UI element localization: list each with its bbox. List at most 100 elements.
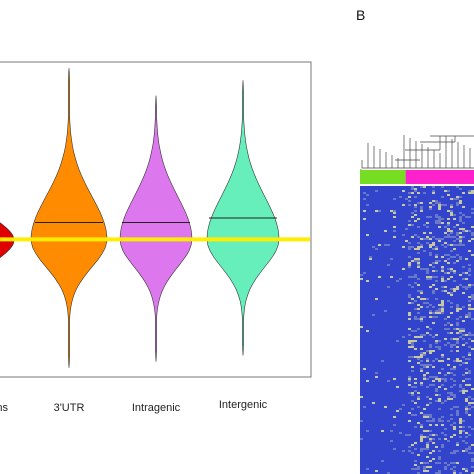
heatmap-cell <box>429 460 432 462</box>
heatmap-cell <box>456 288 459 290</box>
heatmap-cell <box>408 412 411 414</box>
heatmap-cell <box>468 396 471 398</box>
heatmap-cell <box>429 440 432 442</box>
heatmap-cell <box>414 318 417 320</box>
heatmap-cell <box>393 226 396 228</box>
heatmap-cell <box>363 218 366 220</box>
heatmap-cell <box>429 276 432 278</box>
heatmap-cell <box>453 290 456 292</box>
heatmap-cell <box>459 202 462 204</box>
heatmap-cell <box>429 430 432 432</box>
heatmap-cell <box>459 308 462 310</box>
heatmap-cell <box>432 292 435 294</box>
heatmap-cell <box>399 408 402 410</box>
heatmap-cell <box>411 236 414 238</box>
heatmap-cell <box>447 258 450 260</box>
heatmap-cell <box>423 416 426 418</box>
heatmap-cell <box>429 328 432 330</box>
heatmap-cell <box>408 224 411 226</box>
heatmap-cell <box>462 272 465 274</box>
heatmap-cell <box>456 442 459 444</box>
heatmap-cell <box>417 258 420 260</box>
heatmap-cell <box>435 394 438 396</box>
heatmap-cell <box>435 388 438 390</box>
heatmap-cell <box>435 316 438 318</box>
heatmap-cell <box>360 278 363 280</box>
heatmap-cell <box>438 260 441 262</box>
heatmap-cell <box>408 312 411 314</box>
heatmap-cell <box>417 202 420 204</box>
heatmap-cell <box>438 450 441 452</box>
heatmap-cell <box>444 438 447 440</box>
heatmap-cell <box>438 458 441 460</box>
heatmap-cell <box>423 352 426 354</box>
heatmap-cell <box>441 278 444 280</box>
heatmap-cell <box>441 300 444 302</box>
heatmap-cell <box>465 432 468 434</box>
heatmap-cell <box>450 468 453 470</box>
heatmap-cell <box>393 424 396 426</box>
violin-panel: ...ns 3'UTR Intragenic Intergenic <box>0 61 312 414</box>
heatmap-cell <box>462 450 465 452</box>
heatmap-cell <box>441 356 444 358</box>
heatmap-cell <box>468 338 471 340</box>
heatmap-cell <box>429 216 432 218</box>
heatmap-cell <box>468 426 471 428</box>
heatmap-cell <box>420 382 423 384</box>
heatmap-cell <box>360 396 363 398</box>
heatmap-cell <box>435 298 438 300</box>
heatmap-cell <box>459 316 462 318</box>
heatmap-cell <box>450 204 453 206</box>
heatmap-cell <box>426 420 429 422</box>
heatmap-cell <box>459 386 462 388</box>
heatmap-cell <box>411 366 414 368</box>
heatmap-cell <box>411 414 414 416</box>
heatmap-cell <box>465 368 468 370</box>
heatmap-cell <box>441 354 444 356</box>
heatmap-cell <box>408 356 411 358</box>
heatmap-cell <box>420 210 423 212</box>
heatmap-cell <box>465 398 468 400</box>
heatmap-cell <box>408 276 411 278</box>
heatmap-cell <box>408 392 411 394</box>
heatmap-cell <box>384 406 387 408</box>
heatmap-cell <box>465 436 468 438</box>
heatmap-cell <box>420 368 423 370</box>
heatmap-cell <box>438 438 441 440</box>
heatmap-cell <box>450 206 453 208</box>
heatmap-cell <box>381 430 384 432</box>
heatmap-cell <box>465 468 468 470</box>
heatmap-cell <box>462 266 465 268</box>
heatmap-cell <box>426 302 429 304</box>
heatmap-cell <box>444 400 447 402</box>
heatmap-cell <box>441 268 444 270</box>
heatmap-cell <box>468 268 471 270</box>
heatmap-cell <box>426 466 429 468</box>
heatmap-cell <box>456 234 459 236</box>
heatmap-cell <box>420 246 423 248</box>
heatmap-cell <box>453 280 456 282</box>
panel-b-label: B <box>356 7 365 23</box>
heatmap-cell <box>471 284 474 286</box>
heatmap-cell <box>414 220 417 222</box>
heatmap-cell <box>444 318 447 320</box>
heatmap-cell <box>465 450 468 452</box>
heatmap-cell <box>414 330 417 332</box>
heatmap-cell <box>462 306 465 308</box>
heatmap-cell <box>411 260 414 262</box>
heatmap-cell <box>471 190 474 192</box>
heatmap-cell <box>453 434 456 436</box>
heatmap-cell <box>408 434 411 436</box>
heatmap-cell <box>444 280 447 282</box>
heatmap-cell <box>450 452 453 454</box>
heatmap-cell <box>456 338 459 340</box>
heatmap-grid <box>360 186 474 474</box>
heatmap-cell <box>453 422 456 424</box>
heatmap-cell <box>462 328 465 330</box>
heatmap-cell <box>450 338 453 340</box>
heatmap-cell <box>408 450 411 452</box>
heatmap-cell <box>465 362 468 364</box>
heatmap-cell <box>432 270 435 272</box>
heatmap-cell <box>456 286 459 288</box>
heatmap-cell <box>438 340 441 342</box>
